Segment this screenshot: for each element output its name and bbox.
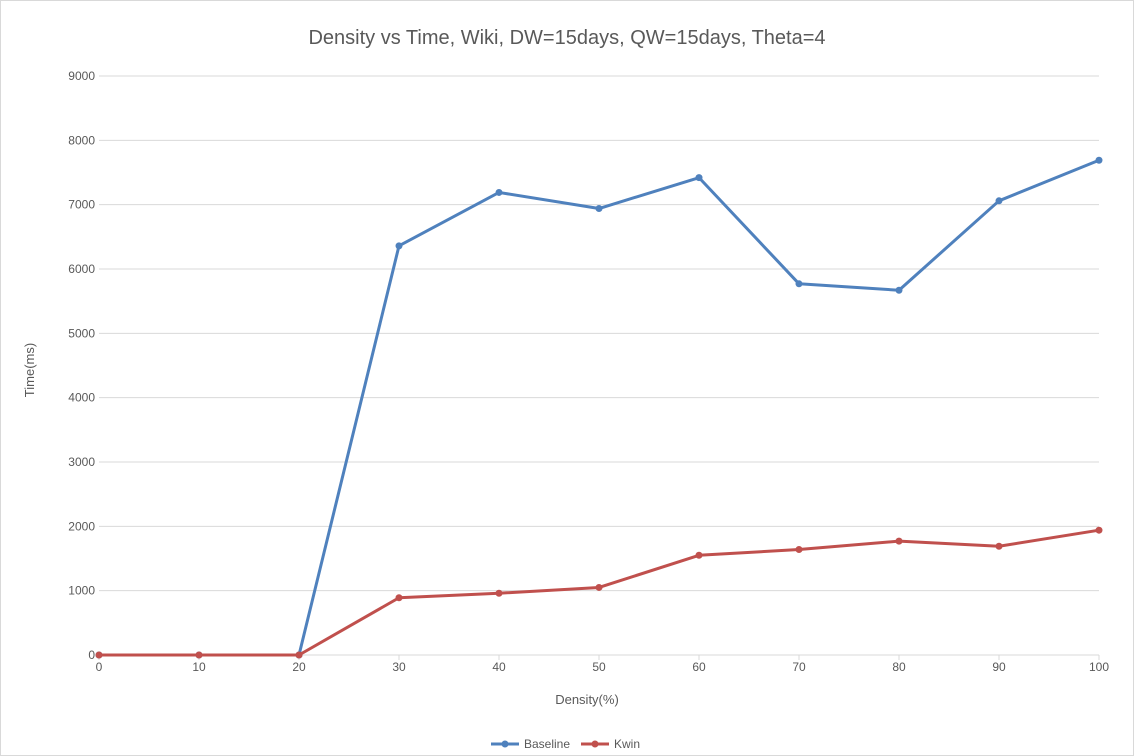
series-line xyxy=(97,158,1101,657)
data-point xyxy=(795,545,803,553)
data-point xyxy=(995,197,1003,205)
y-tick-label: 8000 xyxy=(68,133,95,147)
x-tick-label: 80 xyxy=(892,660,906,674)
y-tick-label: 6000 xyxy=(68,262,95,276)
data-point xyxy=(1095,526,1103,534)
y-tick-label: 9000 xyxy=(68,69,95,83)
series-layer xyxy=(95,156,1103,659)
x-tick-label: 50 xyxy=(592,660,606,674)
x-tick-label: 20 xyxy=(292,660,306,674)
x-tick-label: 60 xyxy=(692,660,706,674)
data-point xyxy=(295,651,303,659)
y-tick-label: 5000 xyxy=(68,326,95,340)
data-point xyxy=(195,651,203,659)
legend-swatch-marker xyxy=(501,740,509,748)
legend-swatch-marker xyxy=(591,740,599,748)
x-tick-label: 40 xyxy=(492,660,506,674)
legend-label: Kwin xyxy=(614,737,640,751)
y-tick-label: 3000 xyxy=(68,455,95,469)
x-tick-label: 0 xyxy=(96,660,103,674)
y-tick-label: 2000 xyxy=(68,519,95,533)
data-point xyxy=(495,589,503,597)
data-point xyxy=(595,205,603,213)
x-tick-label: 10 xyxy=(192,660,206,674)
data-point xyxy=(795,280,803,288)
legend: Baseline Kwin xyxy=(491,737,640,751)
data-point xyxy=(495,188,503,196)
data-point xyxy=(895,286,903,294)
x-tick-label: 90 xyxy=(992,660,1006,674)
y-axis-ticks: 0 1000 2000 3000 4000 5000 6000 7000 8000 9000 xyxy=(68,69,95,662)
y-axis-label: Time(ms) xyxy=(22,343,37,397)
x-axis-label: Density(%) xyxy=(555,692,619,707)
data-point xyxy=(95,651,103,659)
data-point xyxy=(995,542,1003,550)
data-point xyxy=(695,174,703,182)
x-axis-ticks: 0 10 20 30 40 50 60 70 80 90 100 xyxy=(96,655,1109,674)
gridlines xyxy=(99,75,1099,592)
x-tick-label: 70 xyxy=(792,660,806,674)
y-tick-label: 1000 xyxy=(68,584,95,598)
series-line xyxy=(97,528,1101,657)
data-point xyxy=(695,551,703,559)
data-point xyxy=(395,242,403,250)
data-point xyxy=(395,594,403,602)
x-tick-label: 100 xyxy=(1089,660,1109,674)
y-tick-label: 7000 xyxy=(68,198,95,212)
y-tick-label: 4000 xyxy=(68,391,95,405)
data-point xyxy=(1095,156,1103,164)
y-tick-label: 0 xyxy=(88,648,95,662)
chart-title: Density vs Time, Wiki, DW=15days, QW=15d… xyxy=(308,27,825,49)
x-tick-label: 30 xyxy=(392,660,406,674)
data-point xyxy=(595,583,603,591)
data-point xyxy=(895,537,903,545)
legend-label: Baseline xyxy=(524,737,570,751)
